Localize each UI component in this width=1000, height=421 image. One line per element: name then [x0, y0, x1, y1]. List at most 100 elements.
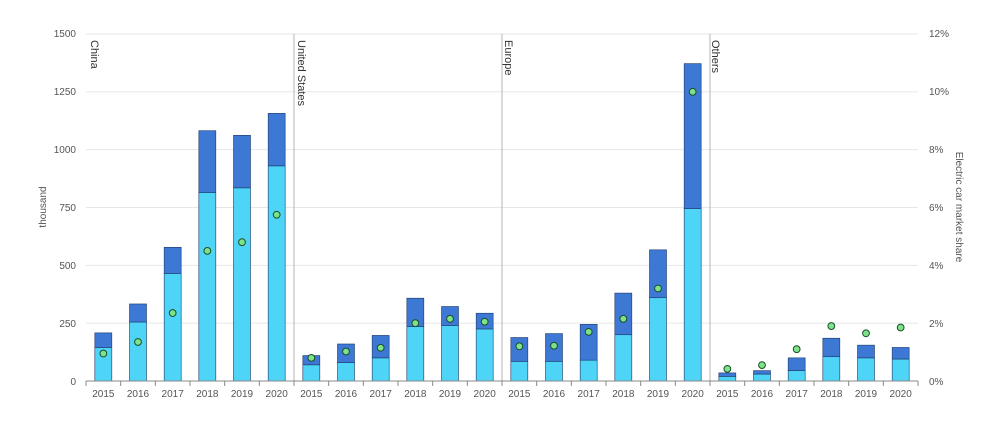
- y-tick-label: 0: [70, 377, 76, 388]
- x-axis: 2015 2016 2017 2018 2019 2020 2015 2016 2017 2018…: [85, 380, 919, 400]
- x-tick-label: 2017: [370, 389, 393, 400]
- bar-segment: [233, 135, 251, 189]
- y2-tick-label: 0%: [929, 377, 944, 388]
- bar-segment: [267, 165, 286, 382]
- x-tick-label: 2018: [612, 389, 635, 400]
- y2-tick-label: 12%: [929, 29, 949, 40]
- x-tick-label: 2017: [578, 389, 601, 400]
- x-tick-label: 2018: [820, 389, 843, 400]
- bar-segment: [614, 334, 633, 382]
- bar-segment: [718, 376, 737, 382]
- x-tick-label: 2020: [890, 389, 913, 400]
- x-tick-label: 2018: [196, 389, 219, 400]
- y2-tick-label: 4%: [929, 261, 944, 272]
- bar-segment: [94, 332, 113, 348]
- market-share-point: [758, 361, 766, 369]
- y-tick-label: 1000: [54, 145, 77, 156]
- bar-segment: [198, 192, 217, 382]
- bar-segment: [857, 344, 875, 359]
- x-tick-label: 2019: [855, 389, 878, 400]
- market-share-points: [99, 87, 905, 373]
- region-label-europe: Europe: [502, 40, 514, 75]
- bar-segment: [129, 321, 147, 382]
- bar-segment: [822, 356, 841, 382]
- x-tick-label: 2016: [335, 389, 358, 400]
- bar-segment: [406, 326, 425, 382]
- bar-segment: [579, 359, 598, 382]
- y-tick-label: 250: [59, 319, 76, 330]
- y-tick-label: 1250: [54, 87, 77, 98]
- bar-segment: [649, 297, 667, 382]
- bar-segment: [683, 63, 702, 209]
- bar-segment: [787, 357, 806, 371]
- market-share-point: [688, 87, 697, 96]
- x-tick-label: 2020: [682, 389, 705, 400]
- bar-segment: [233, 187, 251, 382]
- bar-segment: [718, 372, 737, 377]
- y2-tick-label: 10%: [929, 87, 949, 98]
- market-share-point: [619, 314, 628, 323]
- bar-segment: [129, 303, 147, 323]
- y2-tick-label: 6%: [929, 203, 944, 214]
- y2-tick-label: 8%: [929, 145, 944, 156]
- left-axis: 0 250 500 750 1000 1250 1500 thousand: [38, 29, 76, 388]
- x-tick-label: 2017: [786, 389, 809, 400]
- bar-segment: [510, 361, 529, 382]
- market-share-point: [134, 338, 142, 346]
- x-tick-label: 2016: [751, 389, 774, 400]
- bar-segment: [163, 246, 182, 274]
- market-share-point: [584, 327, 593, 336]
- market-share-point: [238, 238, 246, 247]
- market-share-point: [723, 364, 732, 373]
- bar-segment: [441, 325, 459, 382]
- region-label-china: China: [88, 40, 100, 70]
- market-share-point: [446, 314, 454, 323]
- bar-segment: [267, 113, 286, 167]
- market-share-point: [272, 210, 281, 219]
- bar-segment: [198, 130, 217, 193]
- bar-segment: [822, 337, 841, 358]
- market-share-point: [550, 341, 558, 350]
- x-tick-label: 2020: [474, 389, 497, 400]
- market-share-point: [862, 329, 870, 338]
- bar-segment: [337, 362, 355, 382]
- x-tick-label: 2018: [404, 389, 427, 400]
- x-tick-label: 2015: [92, 389, 115, 400]
- bar-segment: [579, 324, 598, 361]
- region-label-united-states: United States: [295, 40, 307, 107]
- bar-segment: [614, 292, 633, 336]
- y2-tick-label: 2%: [929, 319, 944, 330]
- market-share-point: [515, 342, 524, 351]
- x-tick-label: 2015: [300, 389, 323, 400]
- y-axis-title: thousand: [38, 186, 49, 227]
- x-tick-label: 2019: [231, 389, 254, 400]
- market-share-point: [203, 246, 212, 255]
- bar-segment: [649, 249, 667, 299]
- market-share-point: [896, 323, 905, 332]
- y2-axis-title: Electric car market share: [953, 152, 964, 263]
- market-share-point: [792, 345, 801, 354]
- x-tick-label: 2016: [127, 389, 150, 400]
- bar-segment: [891, 347, 910, 360]
- x-tick-label: 2019: [439, 389, 462, 400]
- x-tick-label: 2019: [647, 389, 670, 400]
- market-share-point: [342, 347, 350, 356]
- x-tick-label: 2015: [508, 389, 531, 400]
- x-tick-label: 2015: [716, 389, 739, 400]
- bar-segment: [545, 361, 563, 382]
- market-share-point: [411, 319, 420, 328]
- market-share-point: [827, 322, 836, 330]
- y-tick-label: 500: [59, 261, 76, 272]
- market-share-point: [480, 317, 489, 326]
- bars: [94, 63, 910, 382]
- region-labels: China United States Europe Others: [88, 40, 721, 107]
- market-share-point: [99, 349, 108, 358]
- y-tick-label: 1500: [54, 29, 77, 40]
- market-share-point: [654, 284, 662, 293]
- region-dividers: [293, 34, 711, 381]
- right-axis: 0% 2% 4% 6% 8% 10% 12% Electric car mark…: [929, 29, 964, 388]
- bar-segment: [475, 328, 494, 382]
- bar-segment: [302, 364, 321, 382]
- bar-segment: [753, 370, 771, 375]
